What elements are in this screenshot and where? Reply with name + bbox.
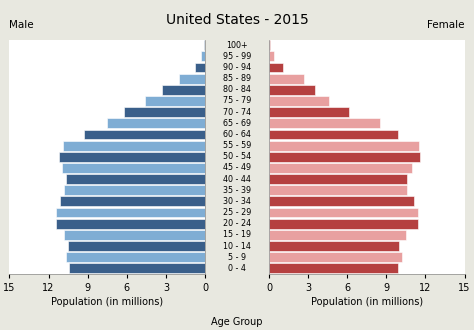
Bar — [269, 51, 274, 61]
Bar — [269, 63, 283, 72]
Bar — [69, 263, 205, 273]
Text: 10 - 14: 10 - 14 — [223, 242, 251, 250]
Bar — [269, 219, 418, 229]
Text: 15 - 19: 15 - 19 — [223, 230, 251, 239]
Text: 80 - 84: 80 - 84 — [223, 85, 251, 94]
Text: 55 - 59: 55 - 59 — [223, 141, 251, 150]
Bar — [194, 63, 205, 72]
Text: 75 - 79: 75 - 79 — [223, 96, 251, 106]
Text: Male: Male — [9, 20, 34, 30]
Text: 90 - 94: 90 - 94 — [223, 63, 251, 72]
Bar — [201, 51, 205, 61]
Bar — [204, 40, 205, 50]
Bar — [269, 174, 407, 184]
Text: 40 - 44: 40 - 44 — [223, 175, 251, 183]
Bar — [65, 252, 205, 262]
Bar — [68, 241, 205, 251]
Bar — [269, 152, 420, 162]
Bar — [269, 74, 304, 83]
Text: 60 - 64: 60 - 64 — [223, 130, 251, 139]
Bar — [269, 118, 380, 128]
Text: United States - 2015: United States - 2015 — [165, 13, 309, 27]
Bar — [269, 96, 329, 106]
Bar — [56, 219, 205, 229]
Text: 100+: 100+ — [226, 41, 248, 50]
Bar — [179, 74, 205, 83]
Bar — [269, 230, 406, 240]
Bar — [64, 185, 205, 195]
Bar — [162, 85, 205, 95]
Text: 0 - 4: 0 - 4 — [228, 264, 246, 273]
Text: 45 - 49: 45 - 49 — [223, 163, 251, 172]
Bar — [84, 130, 205, 139]
Bar — [269, 141, 419, 150]
Bar — [65, 174, 205, 184]
Bar — [269, 252, 402, 262]
Bar — [62, 163, 205, 173]
Bar — [64, 230, 205, 240]
Bar — [269, 40, 270, 50]
Bar — [63, 141, 205, 150]
Bar — [124, 107, 205, 117]
Text: 70 - 74: 70 - 74 — [223, 108, 251, 116]
Text: 95 - 99: 95 - 99 — [223, 52, 251, 61]
Text: 5 - 9: 5 - 9 — [228, 253, 246, 262]
Bar — [59, 152, 205, 162]
Bar — [107, 118, 205, 128]
Text: Female: Female — [427, 20, 465, 30]
Text: 30 - 34: 30 - 34 — [223, 197, 251, 206]
Bar — [269, 208, 418, 217]
Bar — [269, 241, 399, 251]
Text: 25 - 29: 25 - 29 — [223, 208, 251, 217]
Text: 20 - 24: 20 - 24 — [223, 219, 251, 228]
Bar — [269, 185, 407, 195]
Bar — [60, 196, 205, 206]
Text: Age Group: Age Group — [211, 317, 263, 327]
Bar — [145, 96, 205, 106]
Bar — [269, 196, 414, 206]
Bar — [269, 163, 412, 173]
Bar — [56, 208, 205, 217]
Text: 65 - 69: 65 - 69 — [223, 119, 251, 128]
Bar — [269, 263, 398, 273]
Bar — [269, 85, 315, 95]
Text: 35 - 39: 35 - 39 — [223, 186, 251, 195]
Text: 85 - 89: 85 - 89 — [223, 74, 251, 83]
Bar — [269, 107, 348, 117]
X-axis label: Population (in millions): Population (in millions) — [51, 297, 164, 307]
X-axis label: Population (in millions): Population (in millions) — [310, 297, 423, 307]
Text: 50 - 54: 50 - 54 — [223, 152, 251, 161]
Bar — [269, 130, 398, 139]
